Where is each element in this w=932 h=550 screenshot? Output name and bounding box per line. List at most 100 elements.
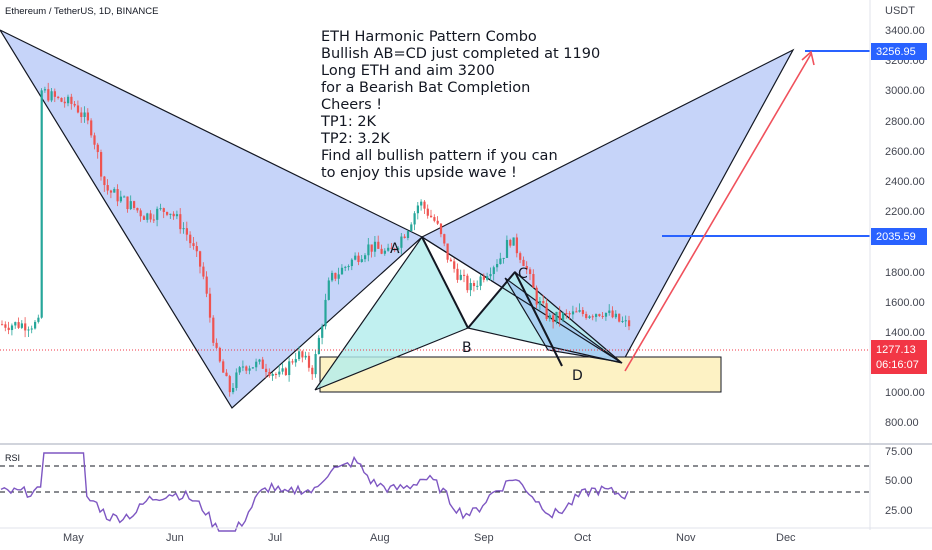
- candle-body-86: [284, 368, 287, 376]
- price-tick: 800.00: [885, 417, 919, 429]
- support-zone: [319, 356, 722, 393]
- candle-body-45: [149, 213, 152, 220]
- annotation-note[interactable]: ETH Harmonic Pattern Combo Bullish AB=CD…: [320, 29, 600, 181]
- candle-body-73: [241, 366, 245, 368]
- rsi-tick: 75.00: [885, 446, 913, 458]
- candle-body-101: [334, 272, 337, 279]
- candle-body-13: [43, 89, 47, 91]
- price-axis[interactable]: USDT 3400.00 3200.00 3000.00 2800.00 260…: [869, 0, 932, 530]
- candle-body-122: [403, 236, 406, 238]
- candle-body-125: [413, 213, 416, 225]
- point-label-d: D: [572, 368, 583, 384]
- candle-body-116: [383, 250, 386, 254]
- candle-body-149: [492, 267, 495, 275]
- note-line-3: Long ETH and aim 3200: [321, 63, 495, 79]
- candle-body-56: [185, 228, 188, 235]
- candle-body-63: [208, 293, 212, 318]
- rsi-pane[interactable]: RSI 75.00 50.00 25.00: [0, 446, 913, 532]
- candle-body-88: [291, 361, 294, 363]
- candle-body-93: [307, 355, 311, 368]
- candle-body-48: [159, 208, 162, 210]
- candle-body-28: [93, 135, 96, 145]
- candle-body-67: [222, 361, 225, 373]
- candle-body-170: [562, 313, 565, 320]
- candle-body-128: [423, 201, 426, 209]
- candle-body-97: [321, 326, 324, 338]
- candle-body-44: [146, 213, 149, 220]
- candle-body-111: [367, 244, 370, 256]
- candle-body-145: [479, 276, 482, 286]
- candle-body-182: [601, 315, 604, 317]
- candle-body-55: [182, 228, 185, 230]
- candle-body-157: [519, 253, 522, 260]
- candle-body-158: [522, 259, 525, 266]
- candle-body-165: [545, 303, 548, 319]
- time-tick: Dec: [776, 532, 796, 544]
- candle-body-14: [47, 89, 50, 101]
- candle-body-69: [228, 376, 231, 393]
- candle-body-85: [281, 368, 284, 372]
- candle-body-99: [327, 280, 330, 300]
- candle-body-187: [618, 313, 621, 322]
- candle-body-34: [113, 189, 116, 193]
- rsi-line: [0, 452, 629, 532]
- candle-body-65: [215, 342, 218, 348]
- time-tick: Sep: [474, 532, 494, 544]
- price-tick: 1400.00: [885, 327, 925, 339]
- candle-body-37: [123, 196, 126, 198]
- time-axis[interactable]: May Jun Jul Aug Sep Oct Nov Dec: [0, 527, 932, 544]
- candle-body-39: [129, 201, 132, 210]
- candle-body-183: [604, 312, 608, 317]
- candle-body-126: [416, 205, 419, 214]
- point-label-a: A: [390, 241, 400, 257]
- candle-body-51: [169, 213, 172, 215]
- candle-body-82: [271, 373, 274, 376]
- price-tick: 2200.00: [885, 206, 925, 218]
- target-1-tag: [871, 228, 927, 245]
- candle-body-20: [67, 96, 70, 104]
- candle-body-92: [304, 355, 307, 358]
- candle-body-135: [446, 243, 449, 260]
- candle-body-171: [565, 313, 568, 315]
- candle-body-46: [152, 219, 155, 221]
- projection-arrow[interactable]: [624, 50, 815, 372]
- candle-body-151: [499, 258, 502, 265]
- price-tick: 3400.00: [885, 25, 925, 37]
- candle-body-83: [274, 373, 278, 375]
- candle-body-178: [588, 316, 591, 318]
- candle-body-59: [195, 246, 198, 252]
- symbol-title[interactable]: Ethereum / TetherUS, 1D, BINANCE: [5, 6, 158, 17]
- candle-body-25: [83, 112, 86, 117]
- rsi-tick: 50.00: [885, 475, 913, 487]
- candle-body-100: [331, 272, 334, 281]
- candle-body-139: [459, 274, 462, 280]
- candle-body-153: [505, 239, 509, 258]
- note-line-2: Bullish AB=CD just completed at 1190: [321, 46, 600, 62]
- candle-body-150: [496, 264, 499, 268]
- candle-body-90: [298, 351, 301, 360]
- candle-body-132: [436, 220, 439, 224]
- candle-body-117: [387, 247, 390, 251]
- price-tick: 2400.00: [885, 176, 925, 188]
- candle-body-36: [119, 196, 122, 202]
- price-tick: 1000.00: [885, 387, 925, 399]
- candle-body-159: [525, 265, 528, 270]
- note-line-6: TP1: 2K: [320, 114, 377, 130]
- candle-body-138: [456, 268, 459, 280]
- price-tick: 3000.00: [885, 85, 925, 97]
- candle-body-30: [100, 152, 103, 177]
- candle-body-188: [621, 320, 624, 322]
- candle-body-26: [86, 112, 89, 121]
- candle-body-95: [314, 354, 317, 375]
- candle-body-53: [175, 214, 179, 217]
- candle-body-43: [142, 216, 146, 220]
- candle-body-185: [611, 310, 614, 318]
- candle-body-103: [340, 267, 344, 275]
- candle-body-134: [443, 234, 446, 244]
- candle-body-21: [70, 96, 73, 104]
- candle-body-87: [288, 361, 291, 376]
- candle-body-27: [90, 120, 93, 136]
- point-label-b: B: [462, 340, 472, 356]
- candle-body-184: [608, 310, 611, 313]
- candle-body-105: [347, 266, 350, 268]
